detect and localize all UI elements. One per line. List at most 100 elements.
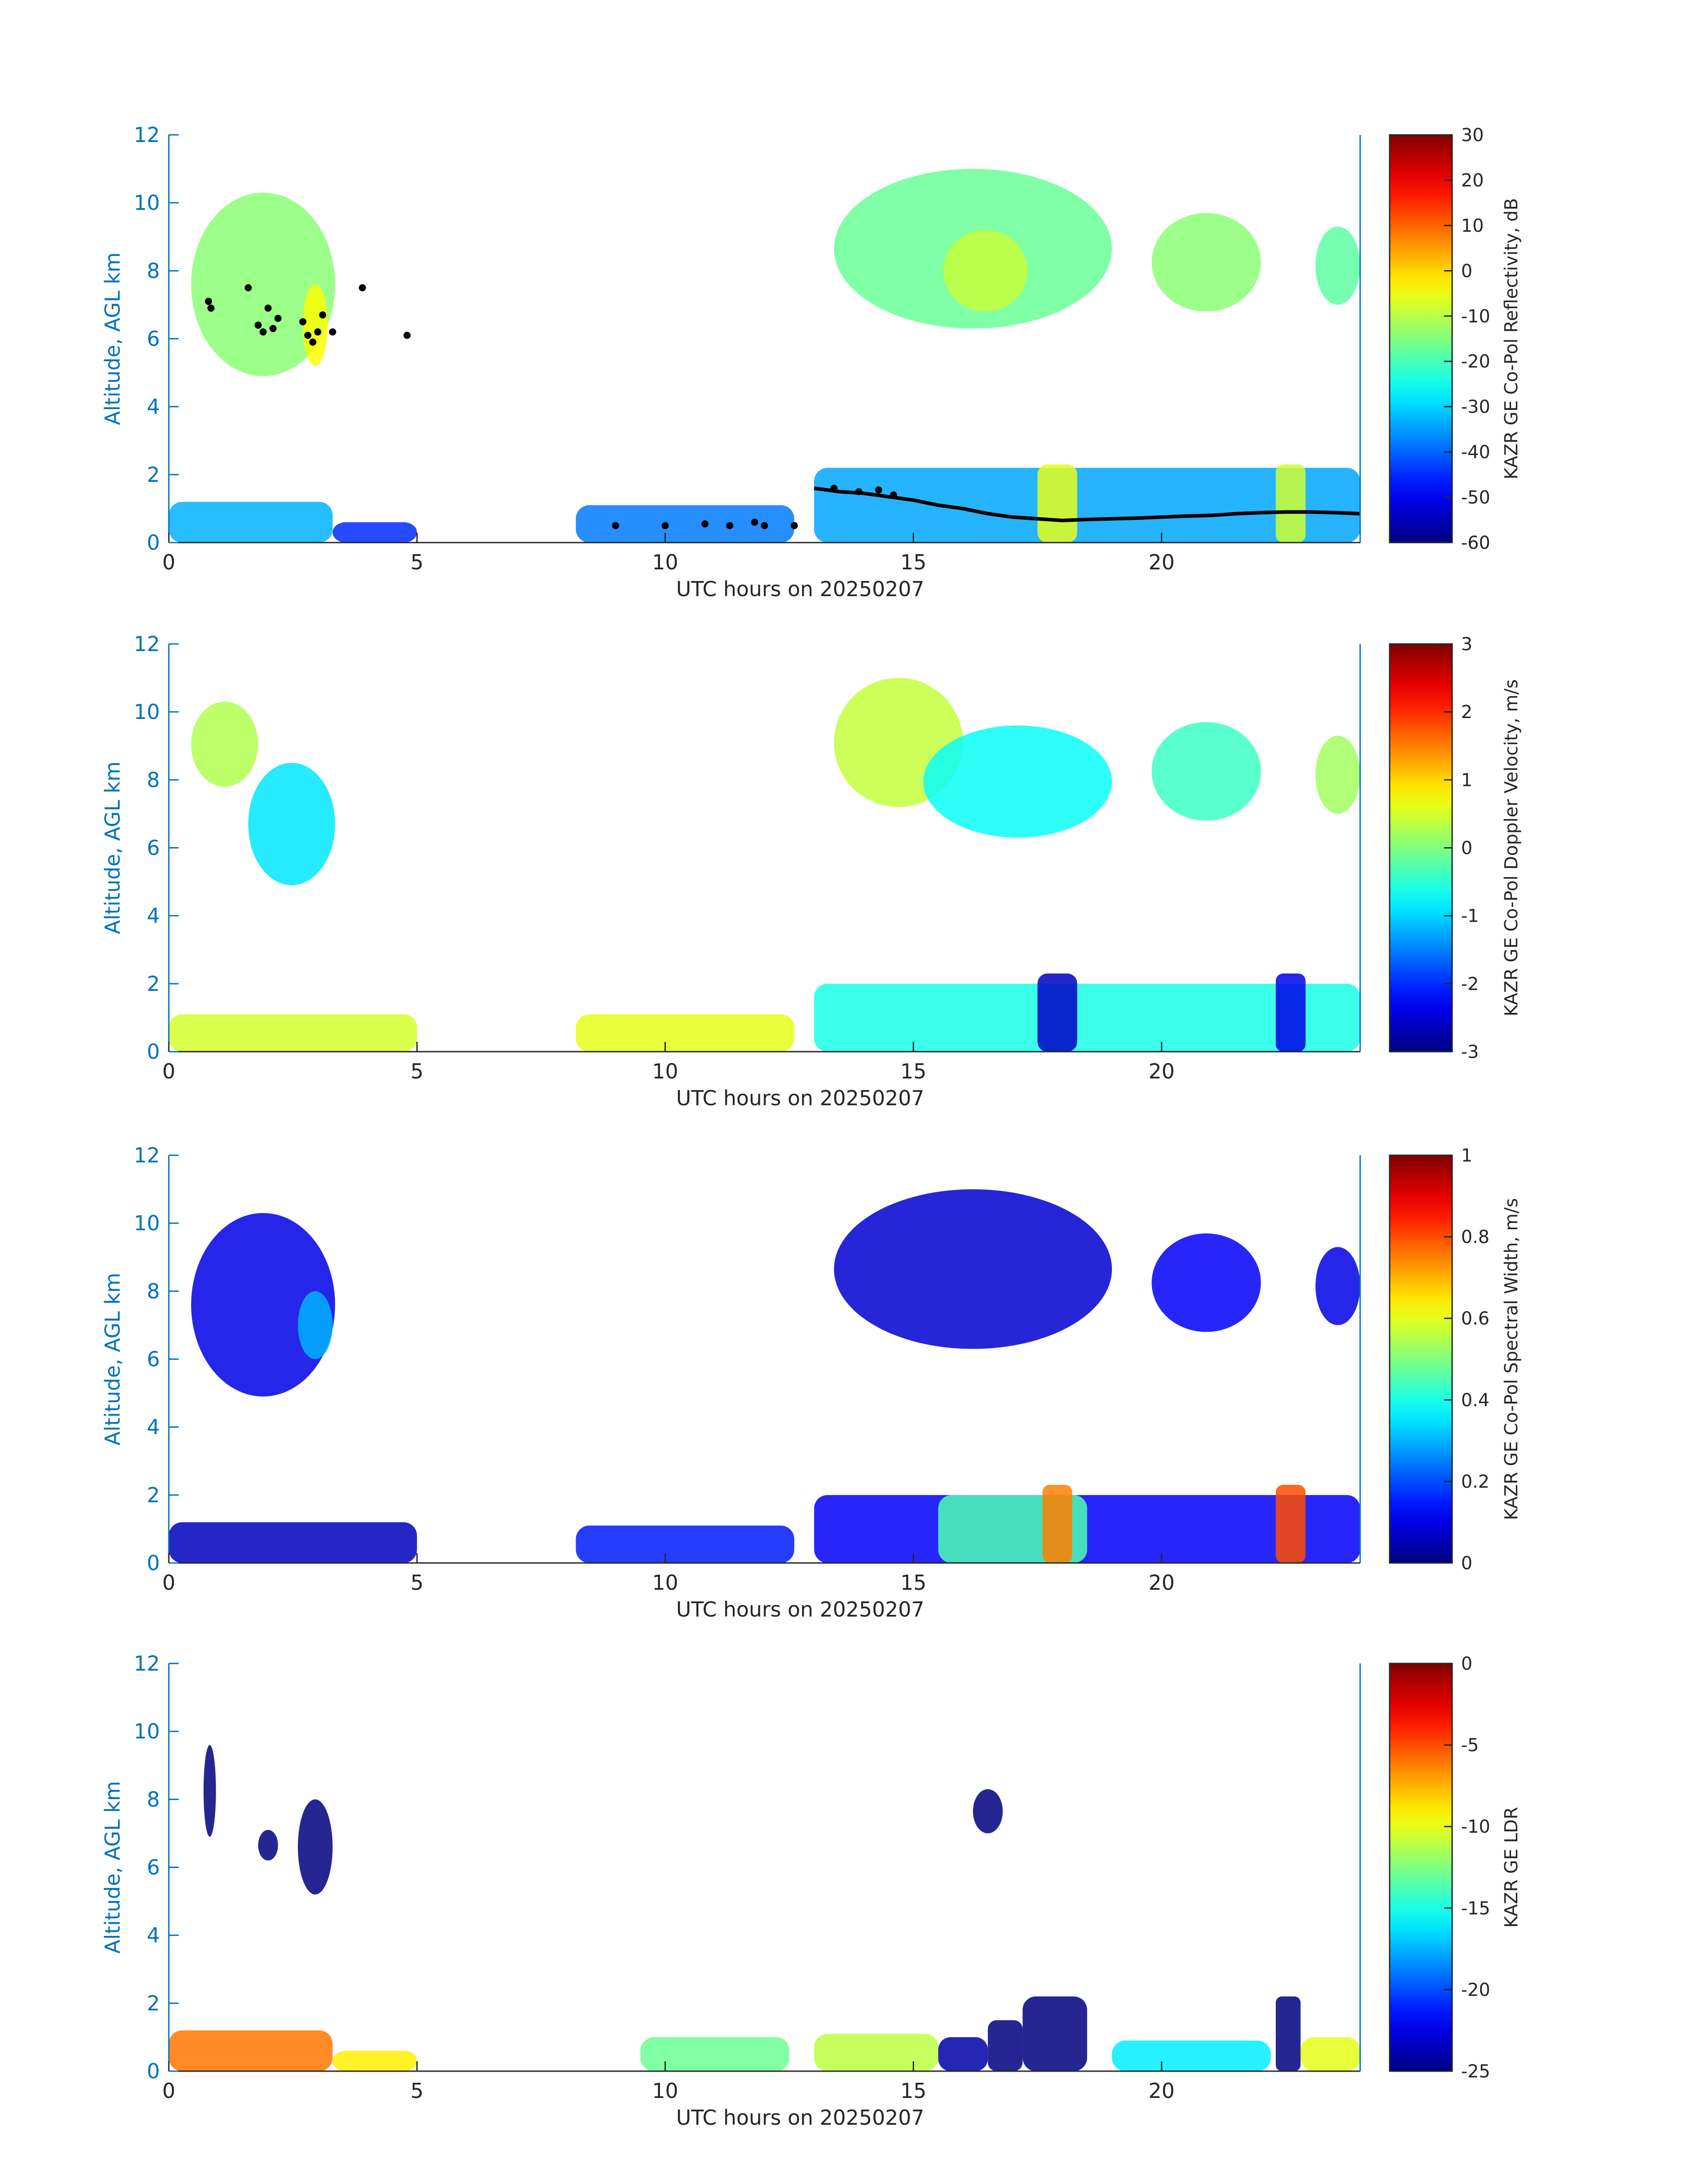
colorbar-tick-label: 0 <box>1461 838 1472 859</box>
overlay-point <box>751 518 758 526</box>
x-tick-label: 15 <box>900 550 927 574</box>
colorbar-tick-label: 30 <box>1461 125 1484 146</box>
colorbar-tick-label: -20 <box>1461 1980 1490 2000</box>
echo-region <box>169 1522 417 1563</box>
x-tick-label: 15 <box>900 1059 927 1083</box>
colorbar <box>1389 134 1453 543</box>
y-tick-label: 8 <box>147 259 160 283</box>
echo-region <box>1276 1996 1301 2071</box>
colorbar-tick-label: -20 <box>1461 351 1490 372</box>
x-tick-label: 15 <box>900 1571 927 1595</box>
colorbar <box>1389 1663 1453 2072</box>
echo-region <box>1037 464 1077 543</box>
echo-region <box>943 230 1028 312</box>
x-tick-label: 10 <box>652 1571 678 1595</box>
x-tick-label: 10 <box>652 1059 678 1083</box>
echo-region <box>191 702 259 787</box>
echo-region <box>1315 1247 1360 1325</box>
echo-region <box>191 1213 335 1397</box>
colorbar <box>1389 1154 1453 1564</box>
y-tick-label: 0 <box>147 531 160 555</box>
y-tick-label: 4 <box>147 395 160 419</box>
y-tick-label: 8 <box>147 1787 160 1811</box>
overlay-line <box>814 486 1360 522</box>
x-tick-label: 0 <box>162 2079 175 2103</box>
y-tick-label: 4 <box>147 1415 160 1439</box>
echo-region <box>169 1014 417 1052</box>
y-tick-label: 6 <box>147 1347 160 1371</box>
y-tick-label: 0 <box>147 2059 160 2083</box>
echo-region <box>298 1291 333 1359</box>
echo-region <box>332 2051 417 2071</box>
colorbar-tick-label: -15 <box>1461 1898 1490 1919</box>
echo-region <box>1315 735 1360 814</box>
overlay-point <box>274 314 282 322</box>
echo-region <box>1112 2040 1271 2071</box>
y-tick-label: 2 <box>147 1991 160 2015</box>
colorbar-tick-label: 2 <box>1461 702 1472 723</box>
colorbar-tick-label: -10 <box>1461 306 1490 327</box>
echo-region <box>938 2037 988 2071</box>
x-tick-label: 0 <box>162 550 175 574</box>
echo-region <box>1152 213 1261 312</box>
x-tick-label: 5 <box>410 2079 423 2103</box>
overlay-point <box>790 522 798 529</box>
x-tick-label: 5 <box>410 1059 423 1083</box>
data-layer <box>169 1745 1360 2071</box>
x-tick-label: 20 <box>1148 1571 1175 1595</box>
overlay-point <box>612 522 619 529</box>
x-axis-label: UTC hours on 20250207 <box>676 2106 924 2130</box>
overlay-point <box>244 284 252 292</box>
echo-region <box>576 1525 794 1563</box>
overlay-point <box>875 486 882 494</box>
colorbar-tick-label: 0 <box>1461 1553 1472 1574</box>
overlay-point <box>264 305 272 312</box>
y-tick-label: 6 <box>147 327 160 351</box>
x-axis-label: UTC hours on 20250207 <box>676 1086 924 1110</box>
echo-region <box>834 1189 1112 1349</box>
overlay-point <box>314 328 322 336</box>
y-axis-label: Altitude, AGL km <box>100 1781 125 1954</box>
colorbar-tick-label: -5 <box>1461 1735 1479 1756</box>
colorbar-tick-label: -50 <box>1461 488 1490 508</box>
y-tick-label: 8 <box>147 1279 160 1303</box>
y-tick-label: 0 <box>147 1040 160 1064</box>
colorbar-tick-label: 1 <box>1461 1145 1472 1166</box>
overlay-point <box>329 328 336 336</box>
colorbar-tick-label: -40 <box>1461 442 1490 463</box>
echo-region <box>973 1789 1003 1834</box>
y-tick-label: 12 <box>134 123 160 147</box>
echo-region <box>258 1830 278 1861</box>
echo-region <box>1152 1233 1261 1332</box>
y-tick-label: 12 <box>134 632 160 656</box>
y-tick-label: 2 <box>147 463 160 487</box>
x-tick-label: 5 <box>410 550 423 574</box>
echo-region <box>923 725 1112 838</box>
overlay-point <box>205 297 212 305</box>
colorbar-tick-label: -1 <box>1461 906 1479 927</box>
overlay-point <box>403 331 411 339</box>
y-tick-label: 10 <box>134 191 160 215</box>
colorbar-tick-label: 0.6 <box>1461 1308 1490 1329</box>
colorbar-tick-label: -25 <box>1461 2061 1490 2082</box>
y-tick-label: 12 <box>134 1143 160 1167</box>
echo-region <box>1276 464 1306 543</box>
colorbar-label: KAZR GE Co-Pol Reflectivity, dB <box>1501 198 1522 480</box>
echo-region <box>1042 1485 1073 1563</box>
x-axis-label: UTC hours on 20250207 <box>676 1597 924 1621</box>
echo-region <box>814 2034 939 2071</box>
y-axis-label: Altitude, AGL km <box>100 761 125 934</box>
y-tick-label: 6 <box>147 836 160 860</box>
colorbar-tick-label: 0.2 <box>1461 1471 1490 1492</box>
y-tick-label: 4 <box>147 1923 160 1947</box>
echo-region <box>576 505 794 543</box>
colorbar-tick-label: -60 <box>1461 533 1490 553</box>
overlay-point <box>661 522 669 529</box>
overlay-point <box>304 331 312 339</box>
colorbar-label: KAZR GE Co-Pol Spectral Width, m/s <box>1501 1198 1522 1520</box>
x-tick-label: 10 <box>652 2079 678 2103</box>
colorbar-tick-label: 0 <box>1461 1654 1472 1674</box>
x-tick-label: 5 <box>410 1571 423 1595</box>
x-tick-label: 20 <box>1148 550 1175 574</box>
